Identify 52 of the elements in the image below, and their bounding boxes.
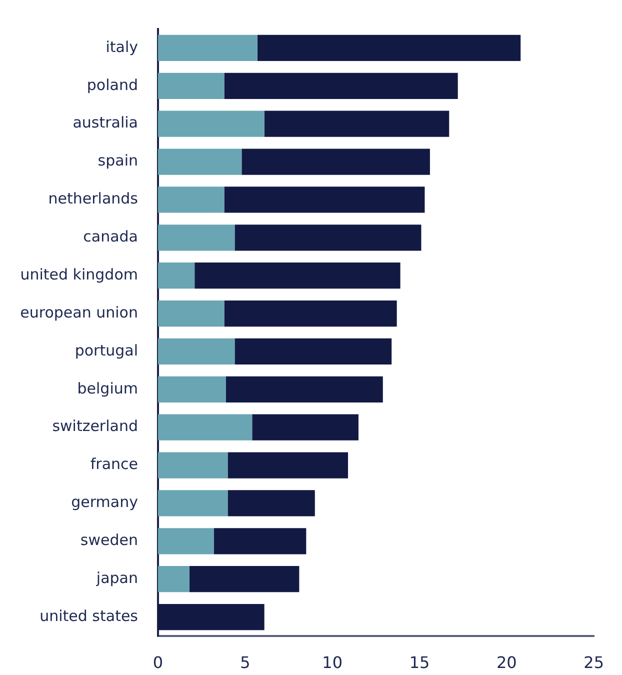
y-tick-label: united kingdom: [20, 265, 138, 284]
x-tick-label: 10: [322, 652, 343, 672]
bar: [158, 300, 224, 327]
y-tick-label: germany: [71, 493, 138, 512]
bar: [224, 72, 458, 99]
bar: [252, 414, 358, 440]
bar: [158, 72, 224, 99]
bar: [224, 186, 425, 213]
bar: [158, 490, 228, 516]
y-tick-label: european union: [20, 303, 138, 322]
x-tick-label: 20: [496, 652, 517, 672]
y-tick-label: netherlands: [48, 190, 138, 208]
bar: [242, 148, 430, 175]
bar: [189, 566, 300, 592]
bar: [158, 224, 235, 251]
x-tick-label: 25: [584, 652, 604, 672]
y-tick-label: spain: [98, 152, 138, 170]
y-tick-label: belgium: [77, 379, 138, 398]
bar: [228, 490, 315, 516]
bar: [194, 262, 400, 289]
y-tick-label: switzerland: [52, 417, 138, 436]
bar: [224, 300, 397, 327]
bar: [214, 528, 306, 554]
y-tick-label: united states: [40, 606, 138, 625]
y-tick-label: italy: [106, 38, 138, 56]
x-tick-label: 0: [152, 652, 164, 672]
y-tick-label: australia: [72, 114, 138, 132]
y-tick-label: france: [90, 455, 138, 474]
bar: [264, 110, 450, 137]
bar: [234, 224, 422, 251]
bar: [234, 338, 392, 365]
bar: [158, 148, 242, 175]
bar: [158, 566, 190, 592]
bar: [257, 34, 521, 62]
x-tick-label: 15: [409, 652, 430, 672]
bar: [226, 376, 383, 402]
bar: [158, 34, 258, 62]
y-tick-label: portugal: [74, 341, 138, 360]
y-tick-label: japan: [95, 568, 138, 587]
bar: [158, 452, 228, 478]
y-tick-label: poland: [86, 76, 138, 94]
x-tick-label: 5: [240, 652, 250, 672]
y-tick-label: sweden: [80, 531, 138, 550]
bar: [158, 186, 224, 213]
bar: [158, 528, 214, 554]
bar: [158, 110, 264, 137]
y-tick-label: canada: [83, 228, 138, 246]
bar: [158, 376, 226, 402]
bar: [158, 262, 195, 289]
bar: [228, 452, 348, 478]
bar: [158, 338, 235, 365]
bar: [158, 414, 252, 440]
